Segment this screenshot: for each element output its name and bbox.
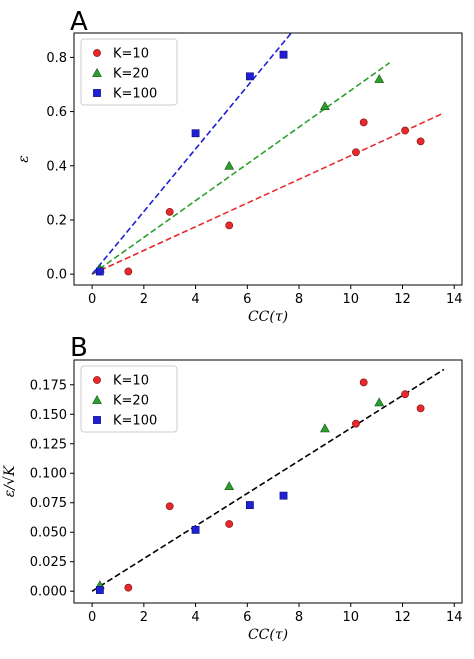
y-tick-label: 0.150 — [30, 408, 67, 423]
y-tick-label: 0.2 — [46, 213, 67, 228]
y-tick-label: 0.8 — [46, 51, 67, 66]
panel-letter: A — [70, 7, 88, 37]
x-tick-label: 0 — [88, 292, 96, 307]
data-point-k100 — [95, 586, 104, 594]
data-point-k100 — [279, 491, 288, 500]
data-point-k20 — [374, 74, 385, 83]
x-tick-label: 14 — [446, 292, 463, 307]
legend-marker — [93, 49, 101, 57]
data-point-k20 — [224, 481, 235, 491]
data-point-k10 — [401, 126, 409, 135]
data-point-k10 — [124, 583, 133, 592]
x-tick-label: 12 — [394, 292, 411, 307]
legend-entry: K=10 — [113, 47, 149, 62]
legend-marker — [93, 416, 101, 424]
legend-box — [80, 38, 178, 106]
x-tick-label: 8 — [295, 610, 303, 625]
y-tick-label: 0.125 — [30, 437, 67, 452]
x-axis-label: CC(τ) — [248, 627, 288, 643]
data-point-k10 — [401, 390, 409, 399]
y-axis-label: ε/√K — [2, 464, 18, 497]
legend-box — [80, 365, 178, 433]
legend-entry: K=20 — [113, 394, 149, 409]
legend-entry: K=100 — [113, 87, 157, 102]
y-axis-label: ε — [16, 155, 32, 163]
data-point-k10 — [124, 267, 133, 276]
y-tick-label: 0.050 — [30, 526, 67, 541]
legend-entry: K=10 — [113, 374, 149, 389]
legend-marker — [93, 89, 101, 97]
legend-marker — [92, 394, 102, 404]
data-point-k20 — [319, 423, 330, 433]
x-tick-label: 4 — [191, 610, 199, 625]
data-point-k10 — [165, 502, 174, 511]
legend-entry: K=100 — [113, 414, 157, 429]
x-tick-label: 10 — [342, 610, 359, 625]
data-point-k10 — [352, 419, 360, 428]
legend-entry: K=20 — [113, 67, 149, 82]
data-point-k10 — [359, 378, 368, 387]
x-tick-label: 2 — [140, 610, 148, 625]
data-point-k10 — [416, 137, 425, 146]
y-tick-label: 0.000 — [30, 585, 67, 600]
x-tick-label: 4 — [191, 292, 199, 307]
data-point-k20 — [224, 160, 235, 170]
data-point-k100 — [279, 50, 288, 59]
data-point-k100 — [245, 72, 254, 81]
x-tick-label: 2 — [140, 292, 148, 307]
plot-frame — [73, 32, 463, 286]
panel-letter: B — [70, 333, 88, 363]
x-tick-label: 10 — [342, 292, 359, 307]
y-tick-label: 0.100 — [30, 467, 67, 482]
data-point-k10 — [225, 520, 234, 528]
x-tick-label: 6 — [243, 292, 251, 307]
data-point-k20 — [374, 397, 385, 407]
y-tick-label: 0.175 — [30, 378, 67, 393]
x-tick-label: 12 — [394, 610, 411, 625]
x-tick-label: 14 — [446, 610, 463, 625]
y-tick-label: 0.025 — [30, 555, 67, 570]
legend-marker — [93, 376, 101, 384]
data-point-k10 — [225, 221, 234, 230]
data-point-k10 — [359, 118, 368, 127]
data-point-k10 — [416, 404, 425, 413]
y-tick-label: 0.0 — [46, 268, 67, 283]
data-point-k100 — [95, 267, 104, 276]
fit-line-k100 — [91, 32, 292, 275]
y-tick-label: 0.4 — [46, 159, 67, 174]
data-point-k10 — [165, 207, 174, 216]
y-tick-label: 0.075 — [30, 496, 67, 511]
data-point-k100 — [245, 501, 254, 509]
plot-frame — [73, 359, 463, 604]
x-tick-label: 0 — [88, 610, 96, 625]
x-tick-label: 8 — [295, 292, 303, 307]
data-point-k10 — [352, 148, 360, 157]
chart-panel-B: B 0 2 4 6 8 10 12 14 0.000 0.025 0.050 0.075 0.100 0.1… — [2, 333, 463, 643]
fit-line — [91, 368, 445, 592]
x-tick-label: 6 — [243, 610, 251, 625]
data-point-k20 — [319, 101, 330, 110]
y-tick-label: 0.6 — [46, 105, 67, 120]
fit-line-k20 — [91, 62, 391, 275]
fit-line-k10 — [91, 112, 445, 275]
legend-marker — [92, 67, 102, 77]
chart-panel-A: A 0 2 4 6 8 10 12 14 0.0 0.2 0.4 0.6 0.8 CC(τ) ε K=10 K=2… — [16, 7, 463, 325]
x-axis-label: CC(τ) — [248, 309, 288, 325]
data-point-k100 — [191, 129, 200, 138]
data-point-k100 — [191, 525, 200, 534]
